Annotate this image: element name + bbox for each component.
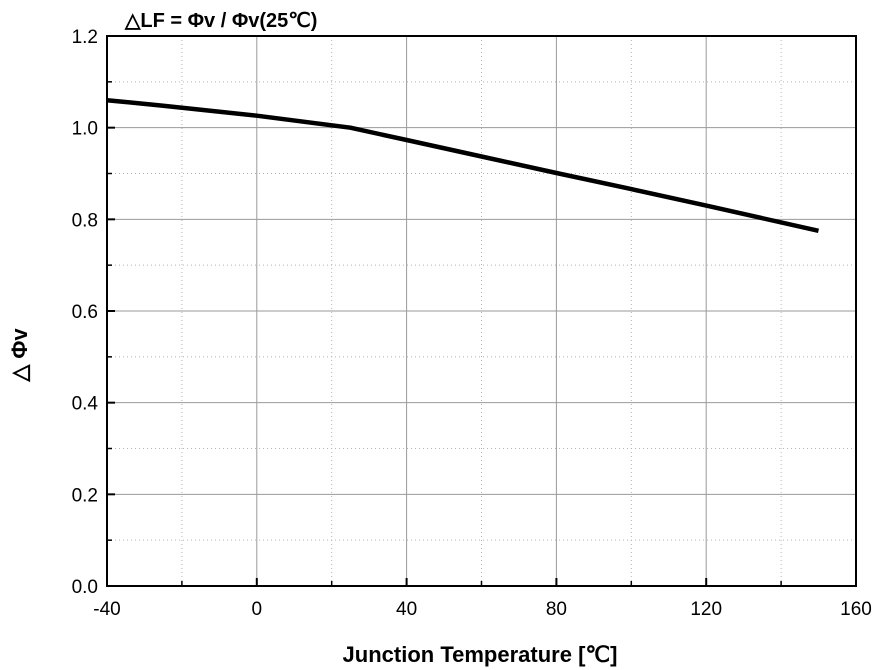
y-axis-label: △ Φv [7,328,32,383]
y-tick-label: 1.2 [72,27,98,48]
x-tick-label: 160 [840,599,872,620]
y-tick-label: 1.0 [72,119,98,140]
y-tick-label: 0.4 [72,394,99,415]
major-grid [107,36,856,586]
y-tick-label: 0.8 [72,210,98,231]
x-tick-label: 40 [396,599,417,620]
series-layer [106,97,819,233]
tick-labels: -40 0 40 80 120 160 0.0 0.2 0.4 0.6 0.8 1.0 1.2 [72,27,872,620]
minor-grid [107,36,856,586]
y-tick-label: 0.2 [72,485,98,506]
x-axis-label: Junction Temperature [℃] [343,642,618,667]
x-tick-label: -40 [93,599,120,620]
y-tick-label: 0.6 [72,302,98,323]
x-tick-label: 0 [252,599,263,620]
x-tick-label: 80 [546,599,567,620]
ticks-layer [106,35,857,587]
chart-title: △LF = Φv / Φv(25℃) [124,10,317,32]
y-tick-label: 0.0 [72,577,98,598]
x-tick-label: 120 [690,599,722,620]
series-line [106,97,819,233]
